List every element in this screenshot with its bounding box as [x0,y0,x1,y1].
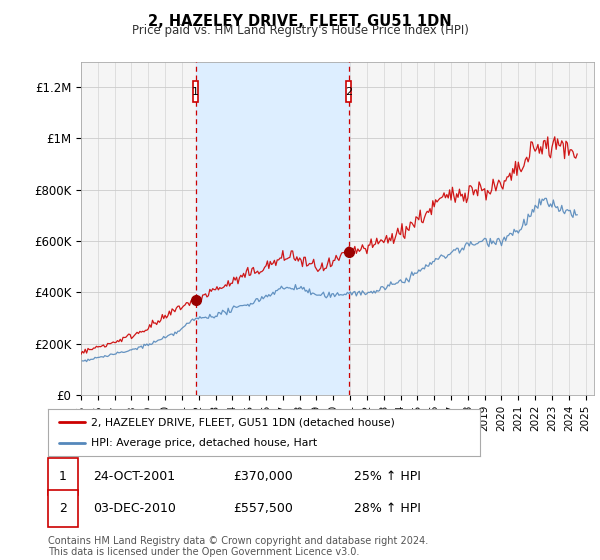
Bar [346,81,351,102]
FancyBboxPatch shape [48,459,77,494]
Text: 28% ↑ HPI: 28% ↑ HPI [354,502,421,515]
Bar [196,62,349,395]
Text: 2: 2 [345,87,352,96]
Text: 25% ↑ HPI: 25% ↑ HPI [354,470,421,483]
Bar [193,81,198,102]
Text: 2, HAZELEY DRIVE, FLEET, GU51 1DN (detached house): 2, HAZELEY DRIVE, FLEET, GU51 1DN (detac… [91,417,395,427]
Text: 1: 1 [59,470,67,483]
Text: £557,500: £557,500 [233,502,293,515]
Text: 24-OCT-2001: 24-OCT-2001 [93,470,175,483]
Text: £370,000: £370,000 [233,470,293,483]
Text: 03-DEC-2010: 03-DEC-2010 [93,502,176,515]
Text: HPI: Average price, detached house, Hart: HPI: Average price, detached house, Hart [91,438,317,448]
Text: Price paid vs. HM Land Registry's House Price Index (HPI): Price paid vs. HM Land Registry's House … [131,24,469,37]
FancyBboxPatch shape [48,491,77,527]
Text: 2: 2 [59,502,67,515]
Text: Contains HM Land Registry data © Crown copyright and database right 2024.
This d: Contains HM Land Registry data © Crown c… [48,535,428,557]
Text: 1: 1 [192,87,199,96]
Text: 2, HAZELEY DRIVE, FLEET, GU51 1DN: 2, HAZELEY DRIVE, FLEET, GU51 1DN [148,14,452,29]
